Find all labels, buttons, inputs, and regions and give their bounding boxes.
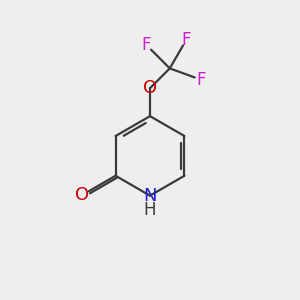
Text: O: O xyxy=(75,186,89,204)
Text: F: F xyxy=(196,71,206,89)
Text: N: N xyxy=(143,187,157,205)
Text: O: O xyxy=(143,79,157,97)
Text: H: H xyxy=(144,201,156,219)
Text: F: F xyxy=(142,36,151,54)
Text: F: F xyxy=(182,31,191,49)
